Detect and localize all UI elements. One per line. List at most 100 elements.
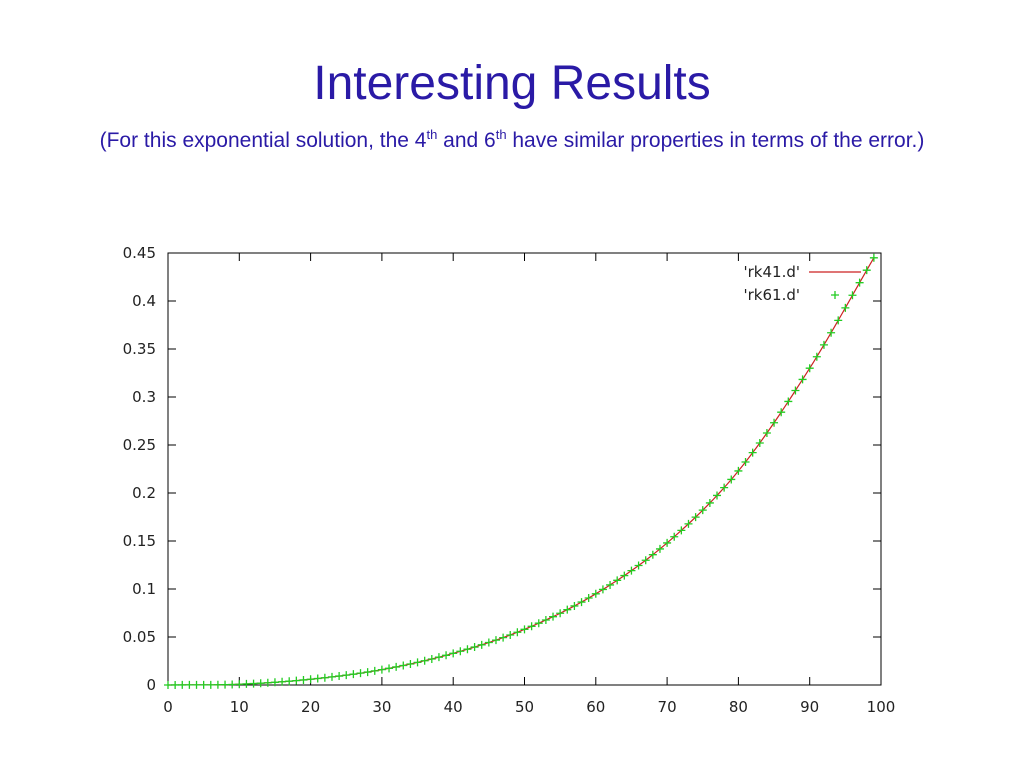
point-marker: [584, 594, 593, 603]
point-marker: [705, 498, 714, 507]
point-marker: [812, 352, 821, 361]
point-marker: [634, 561, 643, 570]
point-marker: [791, 386, 800, 395]
point-marker: [385, 664, 394, 673]
point-marker: [770, 418, 779, 427]
point-marker: [741, 457, 750, 466]
x-tick-label: 0: [163, 698, 173, 716]
y-tick-label: 0.1: [132, 580, 156, 598]
point-marker: [841, 303, 850, 312]
x-tick-label: 10: [230, 698, 249, 716]
x-tick-label: 100: [867, 698, 896, 716]
point-marker: [762, 429, 771, 438]
plot-frame: [167, 252, 882, 686]
point-marker: [221, 680, 230, 689]
point-marker: [691, 513, 700, 522]
point-marker: [663, 538, 672, 547]
point-marker: [270, 678, 279, 687]
point-marker: [819, 340, 828, 349]
series-line-rk41: [167, 257, 875, 686]
point-marker: [320, 673, 329, 682]
point-marker: [235, 680, 244, 689]
point-marker: [727, 475, 736, 484]
point-marker: [755, 438, 764, 447]
point-marker: [827, 328, 836, 337]
point-marker: [406, 659, 415, 668]
y-tick-label: 0.35: [123, 340, 156, 358]
x-tick-label: 60: [586, 698, 605, 716]
point-marker: [855, 278, 864, 287]
series-layer: [164, 253, 878, 689]
point-marker: [171, 680, 180, 689]
point-marker: [534, 619, 543, 628]
y-tick-label: 0.15: [123, 532, 156, 550]
x-tick-label: 80: [729, 698, 748, 716]
point-marker: [862, 266, 871, 275]
point-marker: [299, 675, 308, 684]
slide-subtitle: (For this exponential solution, the 4th …: [60, 126, 964, 156]
point-marker: [641, 556, 650, 565]
point-marker: [178, 680, 187, 689]
point-marker: [491, 636, 500, 645]
x-tick-label: 20: [301, 698, 320, 716]
point-marker: [434, 653, 443, 662]
y-tick-label: 0: [146, 676, 156, 694]
point-marker: [627, 566, 636, 575]
point-marker: [648, 550, 657, 559]
subtitle-sup-2: th: [495, 127, 507, 142]
point-marker: [263, 678, 272, 687]
point-marker: [427, 654, 436, 663]
y-tick-label: 0.4: [132, 292, 156, 310]
legend-marker-sample: [831, 291, 839, 299]
point-marker: [463, 645, 472, 654]
point-marker: [499, 633, 508, 642]
point-marker: [541, 615, 550, 624]
point-marker: [591, 589, 600, 598]
point-marker: [520, 625, 529, 634]
point-marker: [199, 680, 208, 689]
point-marker: [342, 671, 351, 680]
point-marker: [805, 364, 814, 373]
point-marker: [292, 676, 301, 685]
point-marker: [256, 679, 265, 688]
point-marker: [249, 679, 258, 688]
legend-label: 'rk61.d': [744, 286, 800, 304]
point-marker: [563, 605, 572, 614]
point-marker: [442, 651, 451, 660]
point-marker: [399, 661, 408, 670]
point-marker: [449, 649, 458, 658]
point-marker: [278, 677, 287, 686]
point-marker: [527, 622, 536, 631]
point-marker: [798, 375, 807, 384]
point-marker: [549, 612, 558, 621]
x-tick-label: 70: [658, 698, 677, 716]
point-marker: [698, 506, 707, 515]
point-marker: [413, 658, 422, 667]
point-marker: [456, 647, 465, 656]
point-marker: [734, 466, 743, 475]
point-marker: [228, 680, 237, 689]
x-tick-label: 40: [444, 698, 463, 716]
point-marker: [713, 491, 722, 500]
y-tick-label: 0.45: [123, 244, 156, 262]
point-marker: [655, 544, 664, 553]
point-marker: [677, 526, 686, 535]
point-marker: [377, 665, 386, 674]
point-marker: [869, 253, 878, 262]
point-marker: [356, 669, 365, 678]
x-tick-label: 90: [800, 698, 819, 716]
point-marker: [242, 679, 251, 688]
point-marker: [185, 680, 194, 689]
point-marker: [392, 662, 401, 671]
point-marker: [370, 666, 379, 675]
point-marker: [313, 674, 322, 683]
point-marker: [577, 598, 586, 607]
y-tick-label: 0.05: [123, 628, 156, 646]
point-marker: [470, 643, 479, 652]
point-marker: [477, 640, 486, 649]
legend: 'rk41.d' 'rk61.d': [744, 263, 861, 304]
subtitle-sup-1: th: [426, 127, 438, 142]
point-marker: [192, 680, 201, 689]
y-tick-label: 0.3: [132, 388, 156, 406]
point-marker: [670, 532, 679, 541]
